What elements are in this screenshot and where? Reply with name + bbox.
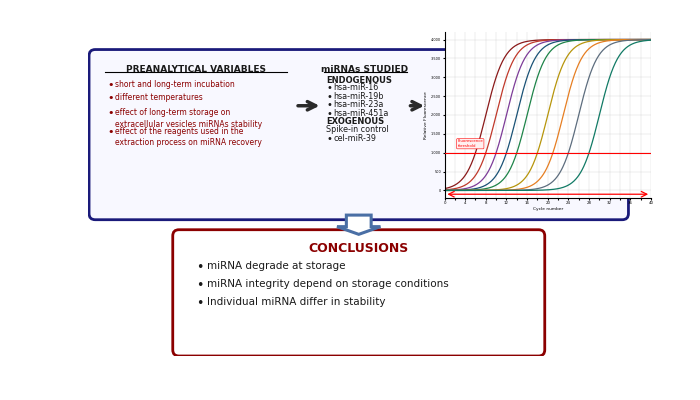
Text: •: • [108,94,114,104]
Text: Individual miRNA differ in stability: Individual miRNA differ in stability [207,297,385,307]
FancyBboxPatch shape [89,50,629,220]
X-axis label: Cycle number: Cycle number [533,207,563,211]
Text: short and long-term incubation: short and long-term incubation [116,80,235,89]
Text: effect of long-term storage on
extracellular vesicles miRNAs stability: effect of long-term storage on extracell… [116,108,262,129]
Text: •: • [108,126,114,136]
Text: miRNAs STUDIED: miRNAs STUDIED [321,65,409,74]
Text: •: • [196,297,204,310]
Text: cel-miR-39: cel-miR-39 [333,134,376,143]
Y-axis label: Relative Fluorescence: Relative Fluorescence [424,91,428,139]
Text: •: • [196,261,204,274]
Text: PREANALYTICAL VARIABLES: PREANALYTICAL VARIABLES [126,65,266,74]
Text: miRNA integrity depend on storage conditions: miRNA integrity depend on storage condit… [207,279,449,289]
Text: hsa-miR-451a: hsa-miR-451a [333,109,389,118]
Text: hsa-miR-23a: hsa-miR-23a [333,100,384,109]
Text: effect of the reagents used in the
extraction process on miRNA recovery: effect of the reagents used in the extra… [116,126,262,147]
Text: •: • [196,279,204,292]
Text: •: • [326,100,332,110]
Text: •: • [326,92,332,102]
Polygon shape [337,215,381,234]
Text: Fluorescence
threshold: Fluorescence threshold [457,140,483,148]
Text: •: • [326,84,332,94]
Text: •: • [326,109,332,119]
Text: •: • [108,108,114,118]
FancyBboxPatch shape [173,230,545,356]
Text: ENDOGENOUS: ENDOGENOUS [326,76,392,85]
Text: Spike-in control: Spike-in control [326,125,389,134]
Text: EXOGENOUS: EXOGENOUS [326,117,384,126]
Text: different temperatures: different temperatures [116,94,203,102]
Text: •: • [326,134,332,144]
Text: hsa-miR-19b: hsa-miR-19b [333,92,384,101]
Text: miRNA degrade at storage: miRNA degrade at storage [207,261,345,271]
Text: •: • [108,80,114,90]
Text: CONCLUSIONS: CONCLUSIONS [309,242,409,255]
Text: METHOD: METHOD [505,65,549,74]
Text: Stem-loop TaqMan RT-PCR: Stem-loop TaqMan RT-PCR [474,75,580,81]
Text: hsa-miR-16: hsa-miR-16 [333,84,379,92]
